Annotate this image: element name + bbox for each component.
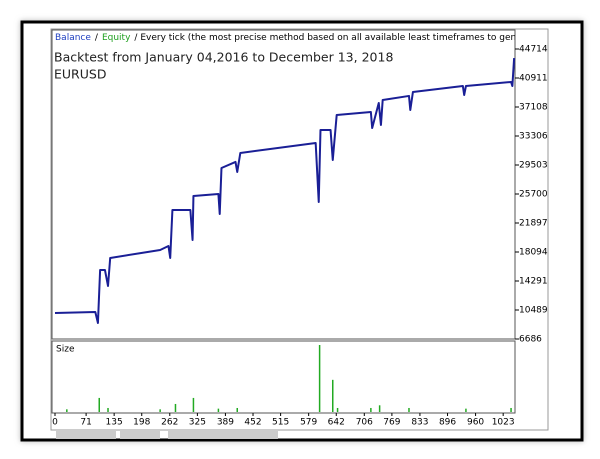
x-tick-label: 896	[439, 418, 456, 428]
x-tick-label: 579	[300, 418, 317, 428]
size-bar	[336, 407, 339, 412]
header-item: Equity	[102, 33, 131, 43]
chart-subtitle: EURUSD	[54, 67, 106, 82]
size-bar	[510, 407, 512, 412]
x-tick-label: 960	[467, 418, 484, 428]
size-bar	[332, 379, 334, 412]
size-bar	[465, 408, 467, 412]
size-bar	[107, 407, 109, 412]
x-tick-label: 71	[80, 418, 91, 428]
x-tick-label: 325	[189, 418, 206, 428]
price-panel	[51, 29, 516, 340]
balance-line	[54, 57, 516, 324]
y-tick-label: 40911	[519, 74, 548, 84]
header-item: / Every tick (the most precise method ba…	[134, 33, 600, 43]
y-tick-label: 14291	[519, 277, 548, 287]
size-bar	[378, 405, 381, 412]
x-tick-label: 769	[383, 418, 400, 428]
header-item: Balance	[55, 33, 91, 43]
size-bar	[174, 403, 177, 412]
size-bar	[66, 409, 68, 412]
y-tick-label: 6686	[519, 335, 542, 345]
x-tick-label: 262	[161, 418, 178, 428]
x-tick-label: 198	[133, 418, 150, 428]
tab	[168, 431, 278, 439]
chart-title: Backtest from January 04,2016 to Decembe…	[54, 50, 393, 65]
y-tick-label: 25700	[519, 190, 548, 200]
size-bar	[318, 345, 321, 412]
size-bar	[236, 407, 238, 412]
y-tick-label: 44714	[519, 45, 548, 55]
tab	[56, 431, 116, 439]
x-tick-label: 515	[272, 418, 289, 428]
size-panel	[51, 340, 516, 414]
y-tick-label: 10489	[519, 305, 548, 315]
x-tick-label: 0	[52, 418, 58, 428]
size-bar	[408, 407, 410, 412]
y-tick-label: 37108	[519, 103, 548, 113]
chart-header: Balance / Equity / Every tick (the most pre…	[55, 33, 600, 43]
x-tick-label: 389	[217, 418, 234, 428]
tab	[120, 431, 160, 439]
size-bar	[98, 397, 100, 412]
y-tick-label: 21897	[519, 219, 548, 229]
x-tick-label: 706	[356, 418, 373, 428]
size-bar	[159, 409, 161, 412]
x-tick-label: 135	[106, 418, 123, 428]
x-tick-label: 642	[328, 418, 345, 428]
y-tick-label: 29503	[519, 160, 548, 170]
size-bar	[217, 408, 220, 412]
x-tick-label: 833	[411, 418, 428, 428]
x-tick-label: 452	[244, 418, 261, 428]
size-bar	[192, 397, 195, 412]
panel-label: Size	[56, 345, 75, 355]
y-tick-label: 33306	[519, 131, 548, 141]
header-item: /	[95, 33, 99, 43]
size-bar	[370, 407, 372, 412]
y-tick-label: 18094	[519, 248, 548, 258]
x-tick-label: 1023	[492, 418, 515, 428]
